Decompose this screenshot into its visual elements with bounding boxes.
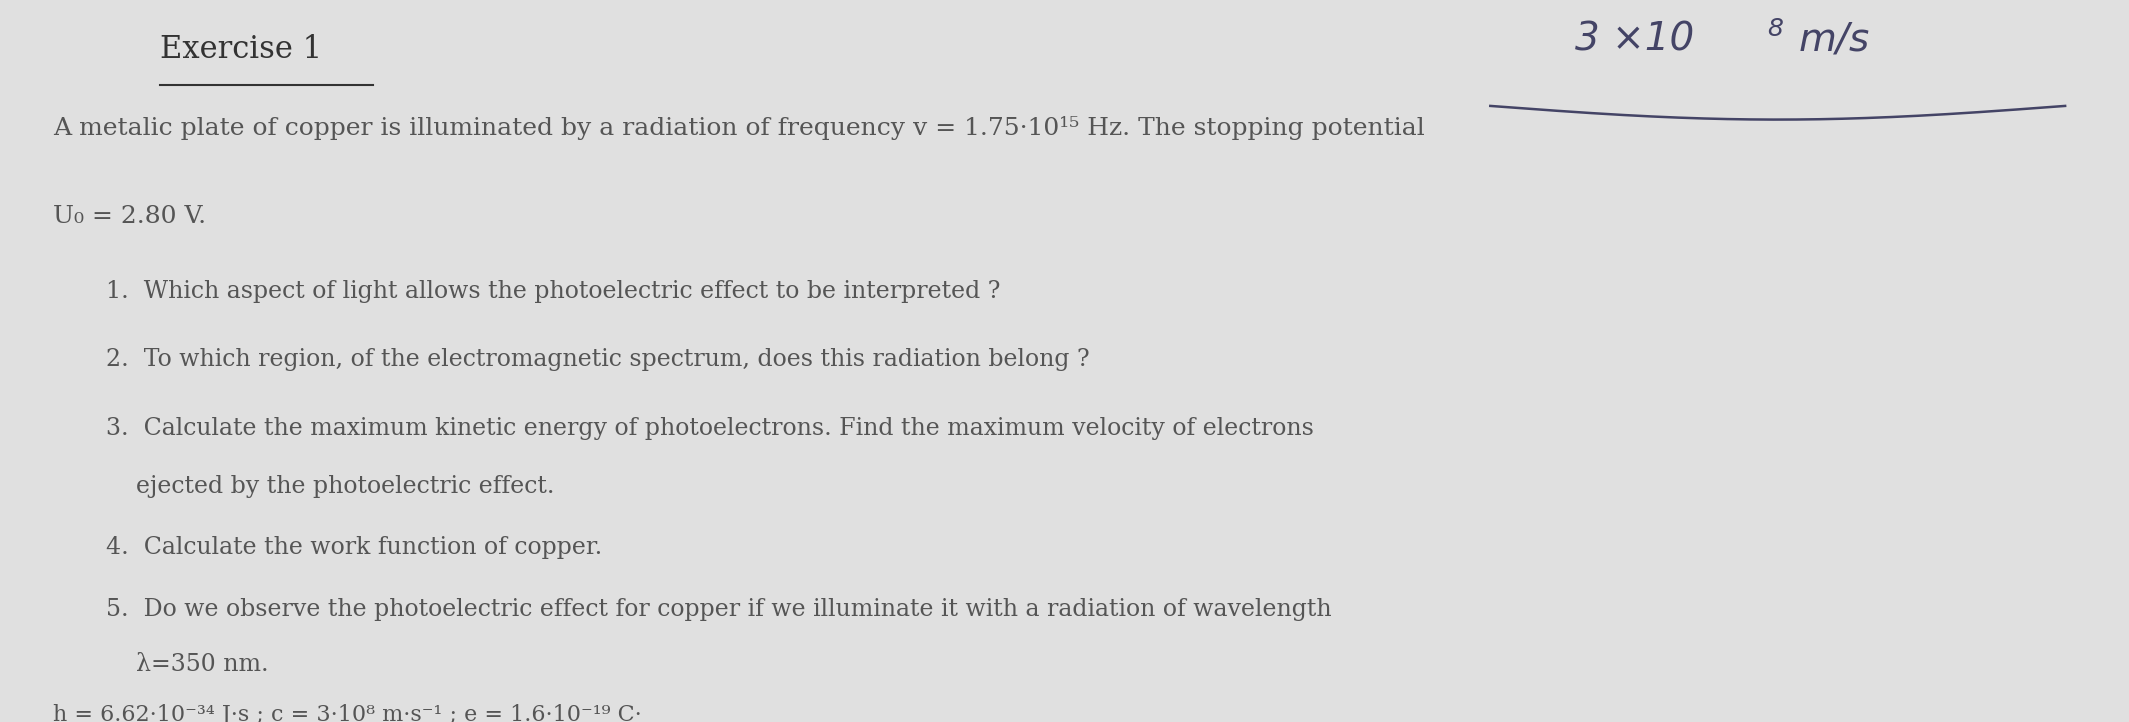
Text: λ=350 nm.: λ=350 nm. — [106, 653, 268, 676]
Text: 8: 8 — [1767, 17, 1782, 41]
Text: 4.  Calculate the work function of copper.: 4. Calculate the work function of copper… — [106, 536, 603, 560]
Text: A metalic plate of copper is illuminated by a radiation of frequency v = 1.75·10: A metalic plate of copper is illuminated… — [53, 116, 1424, 140]
Text: 1.  Which aspect of light allows the photoelectric effect to be interpreted ?: 1. Which aspect of light allows the phot… — [106, 280, 1001, 303]
Text: 3 ×10: 3 ×10 — [1575, 20, 1695, 58]
Text: h = 6.62·10⁻³⁴ J·s ; c = 3·10⁸ m·s⁻¹ ; e = 1.6·10⁻¹⁹ C·: h = 6.62·10⁻³⁴ J·s ; c = 3·10⁸ m·s⁻¹ ; e… — [53, 704, 643, 722]
Text: 3.  Calculate the maximum kinetic energy of photoelectrons. Find the maximum vel: 3. Calculate the maximum kinetic energy … — [106, 417, 1314, 440]
Text: 5.  Do we observe the photoelectric effect for copper if we illuminate it with a: 5. Do we observe the photoelectric effec… — [106, 598, 1333, 621]
Text: m/s: m/s — [1799, 20, 1869, 58]
Text: Exercise 1: Exercise 1 — [160, 34, 321, 65]
Text: U₀ = 2.80 V.: U₀ = 2.80 V. — [53, 205, 207, 228]
Text: 2.  To which region, of the electromagnetic spectrum, does this radiation belong: 2. To which region, of the electromagnet… — [106, 349, 1090, 372]
Text: ejected by the photoelectric effect.: ejected by the photoelectric effect. — [106, 475, 556, 498]
